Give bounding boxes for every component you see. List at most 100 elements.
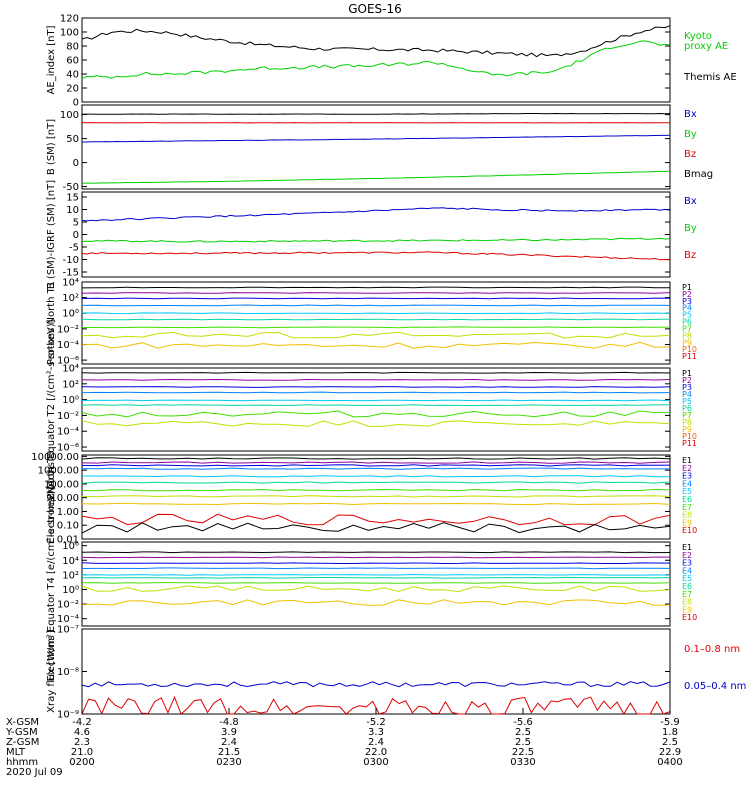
panel-5-legend-5: P6 (682, 404, 692, 413)
panel-6-legend-2: E3 (682, 472, 692, 481)
panel-6-ytick-label-2: 100.00 (44, 479, 79, 490)
panel-4-ylabel: Protons North T1 (46, 281, 57, 365)
panel-8-series-1 (81, 695, 671, 715)
panel-1-ytick-label-3: 60 (66, 56, 79, 67)
panel-3-ytick-label-0: -15 (63, 268, 79, 279)
panel-6-legend-9: E10 (682, 526, 697, 535)
xaxis-row-0-value-2: -5.2 (366, 717, 386, 728)
panel-6-ytick-label-3: 10.00 (50, 493, 79, 504)
xaxis-row-2-value-3: 2.5 (515, 737, 531, 748)
panel-2-ytick-label-0: -50 (63, 182, 79, 193)
panel-6-flux-1 (81, 457, 671, 460)
panel-8-ytick-label-0: 10⁻⁷ (57, 625, 79, 636)
panel-7-ytick-label-0: 10⁶ (62, 541, 79, 552)
panel-6-flux-7 (81, 488, 671, 492)
panel-4-legend-1: P2 (682, 290, 692, 299)
panel-7: Electrons Equator T4 [e/(cm²-s-sr-keV)] 1… (46, 486, 697, 681)
panel-7-legend-8: E9 (682, 605, 692, 614)
panel-3-frame (81, 191, 671, 278)
xaxis-row-2-value-1: 2.4 (221, 737, 237, 748)
xaxis-row-0-value-0: -4.2 (72, 717, 92, 728)
panel-5-legend-8: P9 (682, 425, 692, 434)
panel-8-ytick-label-1: 10⁻⁸ (57, 667, 79, 678)
panel-5-ytick-label-0: 10⁴ (62, 364, 79, 375)
xaxis-row-4-value-3: 0330 (510, 757, 535, 768)
panel-5-legend-2: P3 (682, 383, 692, 392)
panel-4-frame (81, 281, 671, 365)
panel-6-ytick-label-5: 0.10 (57, 521, 79, 532)
panel-5-flux-5 (81, 399, 671, 402)
panel-6-legend-0: E1 (682, 456, 692, 465)
panel-1-series-themis-ae (81, 25, 671, 58)
xaxis-row-0-value-4: -5.9 (660, 717, 680, 728)
panel-1-ytick-label-2: 40 (66, 70, 79, 81)
panel-2-legend-3: Bmag (684, 169, 713, 180)
panel-4-ytick-label-1: 10² (62, 293, 79, 304)
panel-7-legend-2: E3 (682, 559, 692, 568)
panel-5-ylabel: Protons Equator T2 [/(cm²-s-sr-keV)] (46, 319, 57, 499)
xaxis-row-3-value-3: 22.5 (512, 747, 534, 758)
panel-1-ytick-label-0: 0 (73, 98, 79, 109)
panel-5-legend-9: P10 (682, 432, 697, 441)
xaxis-row-4-value-1: 0230 (216, 757, 241, 768)
panel-4-ytick-label-2: 10⁰ (62, 309, 79, 320)
panel-2-ylabel: B (SM) [nT] (46, 119, 57, 175)
panel-2-series-bx (82, 134, 671, 143)
panel-4-flux-8 (81, 331, 671, 339)
panel-5-flux-1 (81, 371, 671, 374)
panel-4-flux-6 (81, 318, 671, 321)
panel-6-flux-2 (81, 461, 671, 464)
panel-1-legend-1: proxy AE (684, 41, 728, 52)
panel-6-flux-8 (81, 495, 671, 498)
panel-5: Protons Equator T2 [/(cm²-s-sr-keV)] 10⁴ 1… (46, 319, 697, 499)
panel-5-legend-1: P2 (682, 376, 692, 385)
xaxis-row-label-x-gsm: X-GSM (6, 717, 39, 728)
panel-8-ylabel: Xray flux [W/m²] (46, 630, 57, 713)
panel-7-flux-6 (81, 576, 671, 579)
panel-2-legend-1: By (684, 129, 697, 140)
panel-4-legend-2: P3 (682, 297, 692, 306)
panel-5-legend-7: P8 (682, 418, 692, 427)
panel-1-ytick-label-4: 80 (66, 42, 79, 53)
panel-5-legend-4: P5 (682, 397, 692, 406)
panel-6-ytick-label-6: 0.01 (57, 535, 79, 546)
panel-4-legend-8: P9 (682, 338, 692, 347)
panel-1-legend-2: Themis AE (683, 72, 737, 83)
xaxis-row-4-value-4: 0400 (657, 757, 682, 768)
panel-5-flux-2 (81, 378, 671, 381)
panel-4-ytick-label-0: 10⁴ (62, 278, 79, 289)
panel-6-flux-9 (81, 502, 671, 506)
panel-8-ytick-label-2: 10⁻⁹ (57, 710, 79, 721)
panel-7-ytick-label-2: 10² (62, 570, 79, 581)
panel-6-flux-3 (81, 464, 671, 467)
xaxis-row-3-value-4: 22.9 (659, 747, 681, 758)
panel-7-ytick-label-5: 10⁻⁴ (57, 614, 79, 625)
xaxis-row-3-value-0: 21.0 (71, 747, 93, 758)
panel-4-flux-1 (81, 286, 670, 289)
xaxis-date: 2020 Jul 09 (6, 767, 63, 778)
panel-7-flux-1 (81, 551, 671, 554)
panel-7-flux-5 (81, 573, 671, 576)
panel-3-ytick-label-1: -10 (63, 255, 79, 266)
panel-7-flux-9 (81, 599, 671, 606)
panel-8-series-0 (81, 681, 671, 688)
panel-6-flux-11 (81, 522, 671, 534)
xaxis-row-1-value-4: 1.8 (662, 727, 678, 738)
panel-1-ytick-label-5: 100 (60, 28, 79, 39)
panel-3-series-bz (81, 251, 671, 261)
panel-7-legend-3: E4 (682, 566, 692, 575)
panel-3-legend-0: Bx (684, 196, 697, 207)
panel-5-flux-6 (81, 404, 671, 407)
panel-5-ytick-label-3: 10⁻² (57, 411, 79, 422)
xaxis-row-0-value-1: -4.8 (219, 717, 239, 728)
xaxis-row-2-value-2: 2.4 (368, 737, 384, 748)
panel-6-legend-1: E2 (682, 464, 692, 473)
panel-2-legend-2: Bz (684, 149, 696, 160)
panel-5-legend-10: P11 (682, 439, 697, 448)
panel-7-ytick-label-3: 10⁰ (62, 585, 79, 596)
panel-7-flux-8 (81, 585, 671, 593)
panel-3-legend-2: Bz (684, 250, 696, 261)
panel-1-series-kyoto-proxy-ae (81, 40, 671, 80)
